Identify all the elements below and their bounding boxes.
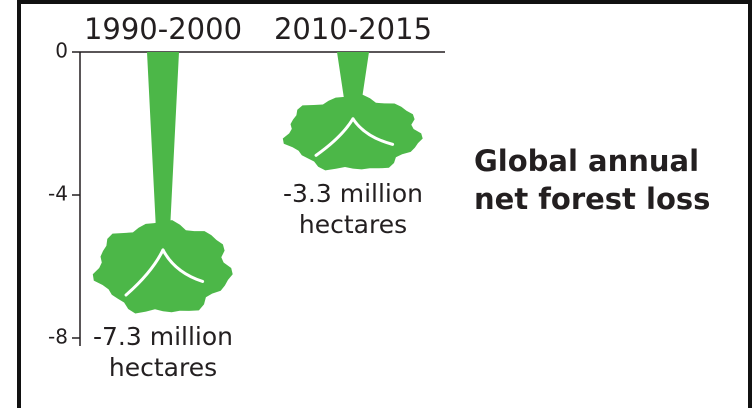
value-label: -3.3 million hectares: [282, 178, 423, 239]
branch-vein: [351, 117, 395, 146]
tree-bar: [92, 52, 233, 314]
y-tick-label: 0: [55, 39, 68, 63]
y-tick-label: -4: [48, 182, 68, 206]
branch-vein: [314, 117, 355, 157]
tree-bar: [282, 52, 423, 171]
branch-vein: [124, 248, 165, 297]
x-tick-label: 2010-2015: [274, 12, 432, 46]
branch-vein: [161, 248, 205, 283]
y-tick-label: -8: [48, 325, 68, 349]
chart-title: Global annual net forest loss: [474, 144, 711, 216]
value-label: -7.3 million hectares: [92, 321, 233, 382]
x-tick-label: 1990-2000: [84, 12, 242, 46]
frame: [17, 0, 752, 408]
